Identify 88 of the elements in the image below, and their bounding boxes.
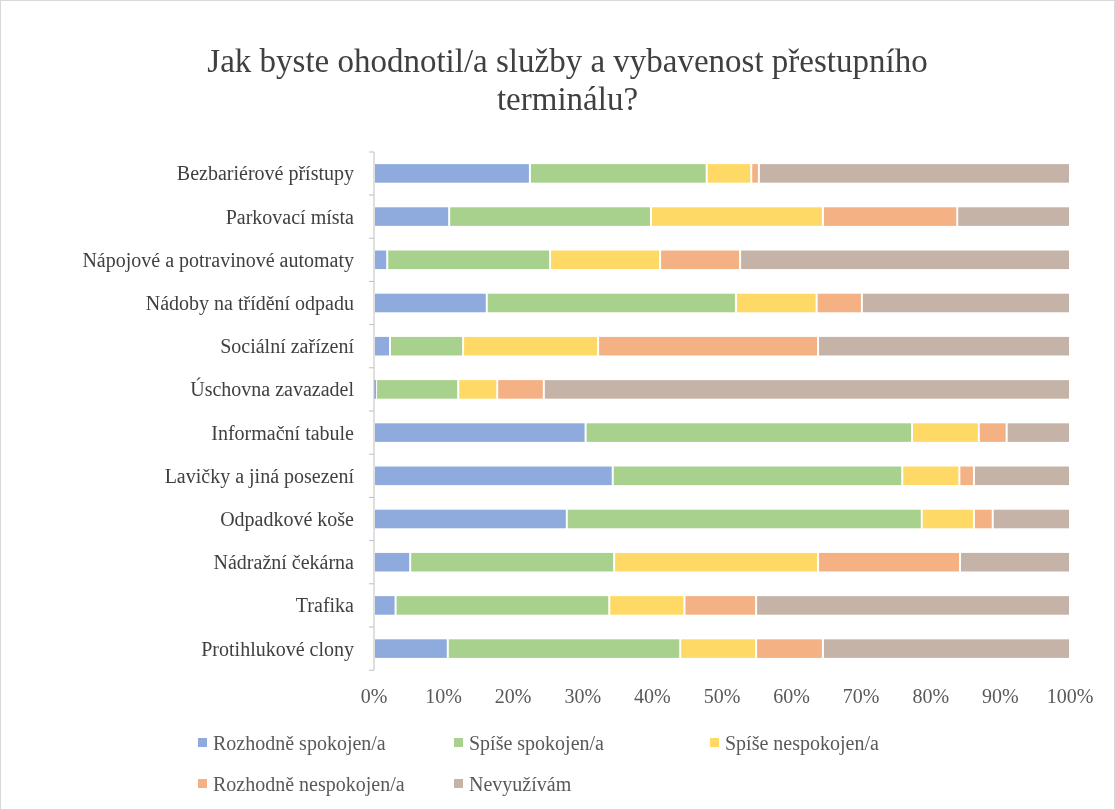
bar [388,250,550,270]
y-tick-label: Sociální zařízení [220,335,355,358]
bar [448,639,680,658]
bar [681,639,756,658]
y-tick-label: Informační tabule [211,421,355,444]
x-tick-label: 0% [360,685,388,707]
bar [958,207,1069,226]
x-tick-label: 70% [842,685,880,707]
bar [862,293,1069,313]
bar [993,509,1069,529]
y-tick-label: Nádoby na třídění odpadu [145,291,354,315]
bar [450,207,651,226]
bar [411,552,614,572]
y-tick-label: Bezbariérové přístupy [176,162,354,186]
bar [375,250,387,270]
bar [498,380,543,399]
bar [823,207,957,226]
bar [823,639,1069,658]
y-tick-label: Parkovací místa [225,205,355,228]
bar [817,293,861,313]
x-tick-label: 30% [564,685,602,707]
bar [819,336,1069,356]
legend-label: Rozhodně nespokojen/a [213,773,405,796]
bar [652,207,822,226]
bar [391,336,463,356]
x-tick-label: 80% [912,685,950,707]
x-tick-label: 60% [773,685,810,707]
bar [707,164,751,183]
bar [960,466,973,486]
y-tick-label: Lavičky a jiná posezení [164,464,355,488]
y-tick-label: Úschovna zavazadel [190,377,355,401]
bar [741,250,1069,270]
bar [1007,423,1069,442]
bar [377,380,458,399]
bar [375,336,390,356]
bar [567,509,921,529]
chart-title: Jak byste ohodnotil/a služby a vybavenost přestupního terminálu? [207,43,928,117]
bar [759,164,1069,183]
bar [375,293,486,313]
bar [599,336,818,356]
bar [459,380,497,399]
x-tick-label: 50% [703,685,741,707]
bar [544,380,1069,399]
bar [615,552,818,572]
bar [586,423,912,442]
bar [610,596,684,615]
bar [913,423,978,442]
bar [757,596,1069,615]
bar [903,466,959,486]
bar [752,164,758,183]
bar [375,509,566,529]
legend-label: Nevyužívám [469,773,572,796]
x-tick-label: 40% [634,685,671,707]
bar [974,509,992,529]
bar [375,423,585,442]
bar [375,207,449,226]
bar [375,639,447,658]
bar [375,596,395,615]
y-tick-label: Odpadkové koše [220,508,355,532]
legend-label: Spíše spokojen/a [469,732,605,755]
y-tick-label: Nápojové a potravinové automaty [82,248,354,272]
bar [530,164,706,183]
y-tick-label: Nádražní čekárna [213,551,355,574]
bar [974,466,1069,486]
bar [661,250,740,270]
bar [551,250,660,270]
x-tick-label: 10% [425,685,462,707]
bar [685,596,756,615]
legend-label: Spíše nespokojen/a [725,732,879,755]
bar [819,552,960,572]
bar [464,336,598,356]
bar [613,466,902,486]
x-tick-label: 100% [1046,685,1094,707]
bar [375,552,410,572]
legend-label: Rozhodně spokojen/a [213,732,386,755]
bar [487,293,735,313]
x-tick-label: 20% [494,685,532,707]
y-tick-label: Trafika [295,594,355,617]
bar [375,466,612,486]
bar [375,164,529,183]
bar [979,423,1006,442]
bar [736,293,816,313]
x-tick-label: 90% [982,685,1019,707]
y-tick-label: Protihlukové clony [201,637,354,661]
bar [961,552,1069,572]
bar [757,639,822,658]
bar [922,509,973,529]
bar [396,596,609,615]
